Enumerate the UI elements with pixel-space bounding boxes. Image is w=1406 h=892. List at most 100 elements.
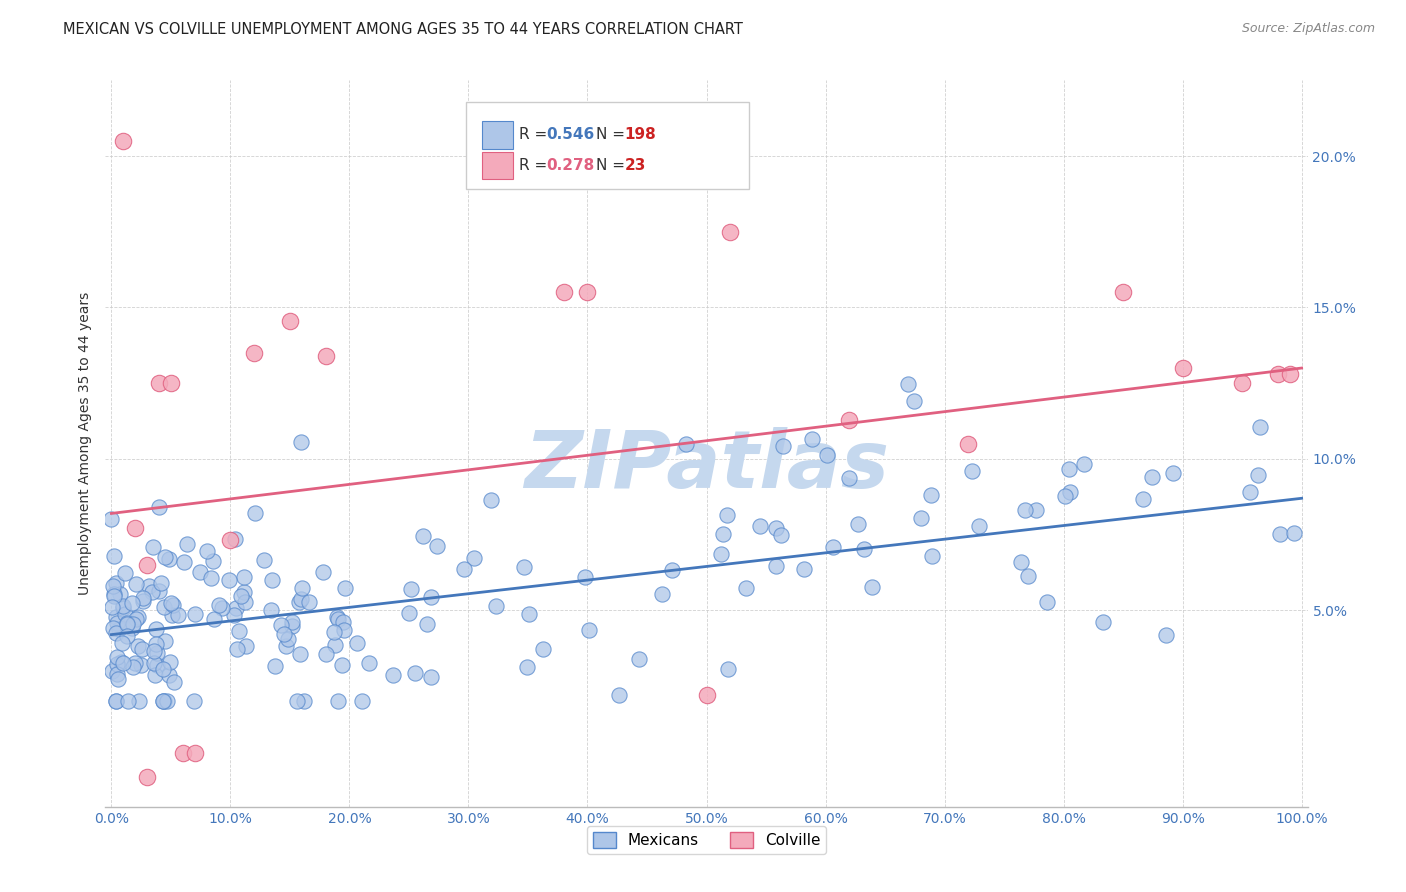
Point (114, 607, 136, 622)
Point (1112, 285, 1135, 300)
Point (517, 607, 540, 621)
Point (136, 770, 159, 784)
Point (333, 581, 356, 595)
Point (105, 615, 128, 630)
Point (382, 668, 405, 682)
Point (260, 603, 283, 617)
Point (110, 655, 132, 669)
Point (155, 634, 177, 648)
Point (104, 626, 127, 640)
Point (1014, 502, 1036, 516)
Point (322, 625, 344, 640)
Point (277, 632, 299, 646)
Point (1249, 420, 1271, 434)
Point (897, 376, 920, 391)
Point (1035, 595, 1057, 609)
Point (920, 488, 942, 502)
Point (285, 694, 308, 708)
Point (531, 641, 554, 656)
Point (711, 526, 734, 541)
Point (114, 566, 136, 580)
Point (838, 471, 860, 485)
Point (291, 581, 314, 595)
Point (485, 599, 508, 613)
Point (124, 521, 146, 535)
Point (219, 533, 242, 547)
Text: ZIPatlas: ZIPatlas (524, 426, 889, 505)
Point (718, 225, 741, 239)
Point (574, 570, 596, 584)
Point (107, 672, 129, 686)
Point (315, 647, 337, 661)
Point (152, 694, 174, 708)
Point (419, 590, 441, 604)
Point (710, 547, 733, 561)
Point (156, 694, 179, 708)
Point (853, 542, 876, 557)
Point (846, 517, 869, 532)
Point (160, 596, 183, 610)
Point (101, 579, 124, 593)
Point (330, 657, 353, 672)
Point (1239, 484, 1261, 499)
Point (201, 554, 224, 568)
Point (1140, 470, 1163, 484)
Point (218, 573, 240, 587)
Point (1025, 503, 1047, 517)
Point (769, 527, 792, 541)
Point (129, 658, 152, 673)
Point (328, 694, 350, 708)
FancyBboxPatch shape (467, 102, 748, 189)
Point (288, 647, 311, 661)
Point (148, 376, 170, 391)
Point (967, 519, 990, 533)
Point (352, 694, 374, 708)
Point (103, 549, 125, 563)
Text: N =: N = (596, 128, 630, 143)
Point (100, 512, 122, 526)
Point (148, 584, 170, 599)
Point (226, 642, 249, 657)
Point (224, 608, 246, 623)
Point (105, 694, 128, 708)
Point (243, 346, 266, 360)
Point (143, 656, 166, 670)
Point (290, 591, 312, 606)
Point (117, 694, 139, 708)
Point (513, 559, 536, 574)
Point (960, 464, 983, 478)
Point (1059, 484, 1081, 499)
Point (627, 652, 650, 666)
Point (122, 617, 145, 632)
Point (159, 552, 181, 566)
Point (229, 590, 252, 604)
Point (243, 506, 266, 520)
Point (772, 438, 794, 452)
Point (359, 656, 381, 670)
Point (145, 637, 167, 651)
Point (127, 610, 149, 624)
Point (292, 694, 315, 708)
Point (765, 559, 787, 574)
Point (1057, 462, 1080, 476)
Point (121, 596, 143, 610)
Point (115, 615, 138, 630)
Point (346, 636, 368, 650)
Point (111, 599, 134, 614)
Point (111, 600, 134, 615)
Point (117, 629, 139, 643)
Point (184, 607, 207, 622)
Point (160, 376, 183, 391)
Point (105, 667, 128, 681)
Point (696, 688, 718, 702)
Point (121, 621, 143, 635)
Point (1073, 457, 1095, 471)
Point (607, 689, 630, 703)
Point (479, 493, 502, 508)
Point (183, 746, 205, 760)
Point (1010, 555, 1032, 569)
Point (765, 521, 787, 535)
Point (152, 662, 174, 676)
Point (273, 627, 295, 641)
Point (288, 595, 311, 609)
